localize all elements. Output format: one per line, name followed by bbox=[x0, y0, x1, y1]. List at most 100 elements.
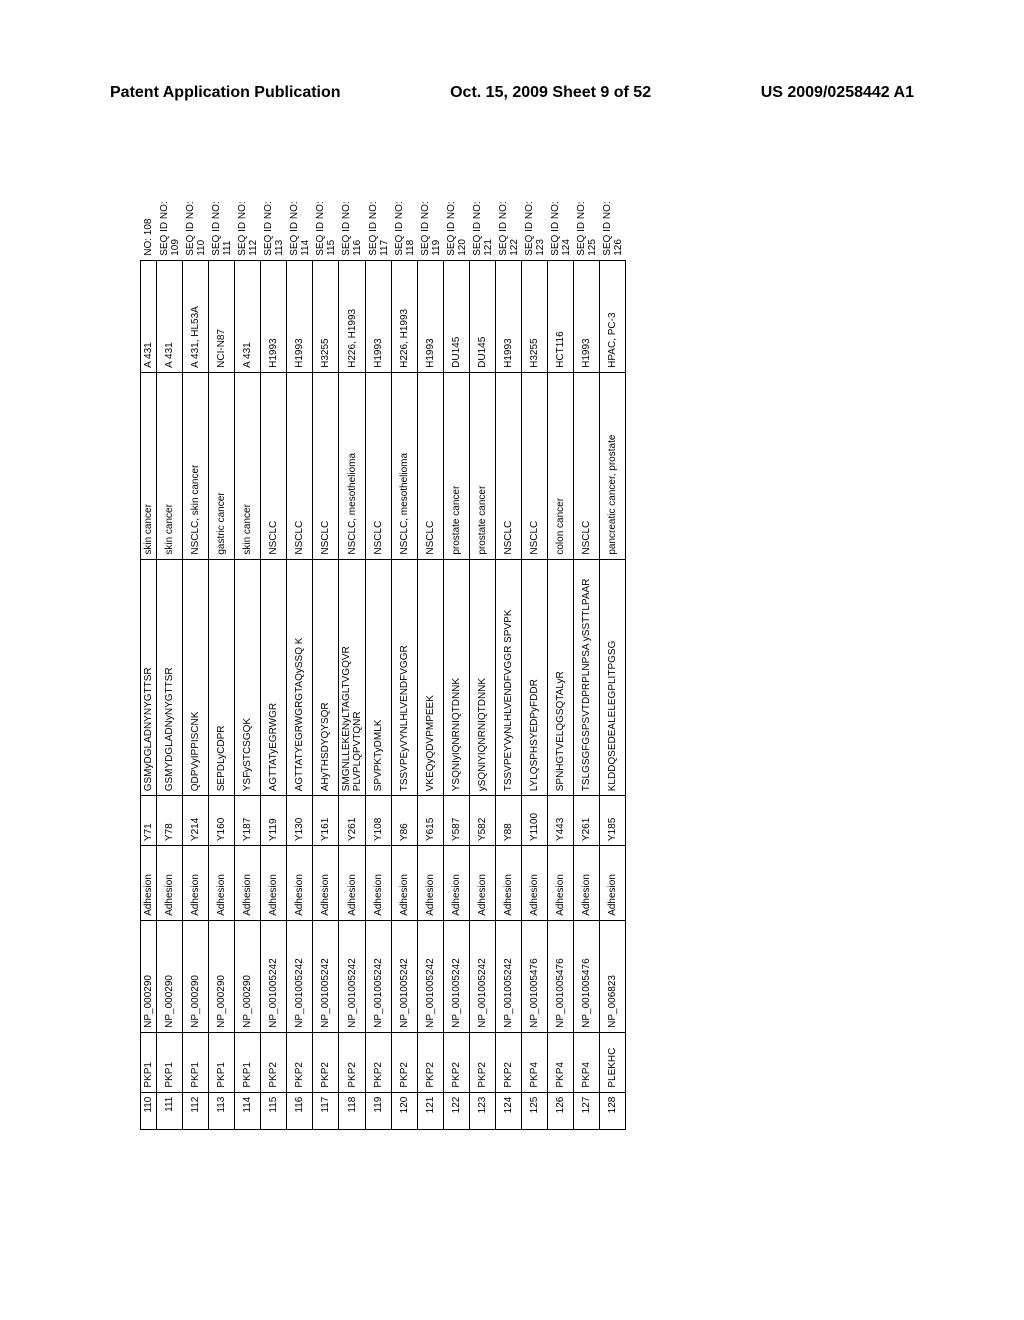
table-cell: VKEQyQDVPMPEEK bbox=[418, 559, 444, 796]
table-cell: Adhesion bbox=[235, 846, 261, 921]
table-cell: SEQ ID NO: 123 bbox=[522, 191, 548, 261]
data-table: 110PKP1NP_000290AdhesionY71GSMyDGLADNYNY… bbox=[140, 190, 626, 1130]
table-cell: NP_001005476 bbox=[522, 920, 548, 1032]
table-row: 116PKP2NP_001005242AdhesionY130AGTTATYEG… bbox=[287, 191, 313, 1130]
table-cell: 124 bbox=[496, 1092, 522, 1129]
table-cell: H1993 bbox=[287, 260, 313, 372]
table-cell: PKP1 bbox=[209, 1032, 235, 1092]
table-cell: Adhesion bbox=[261, 846, 287, 921]
table-cell: colon cancer bbox=[548, 372, 574, 559]
table-cell: PKP2 bbox=[444, 1032, 470, 1092]
table-cell: PKP2 bbox=[339, 1032, 366, 1092]
table-cell: NP_001005242 bbox=[470, 920, 496, 1032]
table-cell: SEQ ID NO: 113 bbox=[261, 191, 287, 261]
table-cell: SEQ ID NO: 125 bbox=[574, 191, 600, 261]
table-cell: SEQ ID NO: 114 bbox=[287, 191, 313, 261]
table-cell: DU145 bbox=[470, 260, 496, 372]
table-cell: Adhesion bbox=[470, 846, 496, 921]
table-cell: Adhesion bbox=[548, 846, 574, 921]
header-center: Oct. 15, 2009 Sheet 9 of 52 bbox=[450, 84, 651, 102]
table-cell: Adhesion bbox=[157, 846, 183, 921]
table-cell: SEQ ID NO: 117 bbox=[366, 191, 392, 261]
table-cell: YSQNIyIQNRNIQTDNNK bbox=[444, 559, 470, 796]
table-row: 111PKP1NP_000290AdhesionY78GSMYDGLADNyNY… bbox=[157, 191, 183, 1130]
table-cell: Adhesion bbox=[366, 846, 392, 921]
table-cell: NP_000290 bbox=[157, 920, 183, 1032]
table-cell: NSCLC bbox=[574, 372, 600, 559]
table-cell: H1993 bbox=[418, 260, 444, 372]
table-cell: Adhesion bbox=[313, 846, 339, 921]
table-cell: LYLQSPHSYEDPyFDDR bbox=[522, 559, 548, 796]
table-cell: Y71 bbox=[141, 796, 157, 846]
table-cell: prostate cancer bbox=[470, 372, 496, 559]
table-cell: PKP1 bbox=[183, 1032, 209, 1092]
table-cell: NSCLC bbox=[418, 372, 444, 559]
table-cell: Adhesion bbox=[496, 846, 522, 921]
table-cell: Y185 bbox=[600, 796, 626, 846]
table-cell: 120 bbox=[392, 1092, 418, 1129]
table-cell: Adhesion bbox=[209, 846, 235, 921]
table-cell: HCT116 bbox=[548, 260, 574, 372]
table-cell: NP_000290 bbox=[235, 920, 261, 1032]
table-cell: H226, H1993 bbox=[392, 260, 418, 372]
table-cell: Y261 bbox=[574, 796, 600, 846]
table-cell: Y108 bbox=[366, 796, 392, 846]
table-cell: TSSVPEYVyNLHLVENDFVGGR SPVPK bbox=[496, 559, 522, 796]
table-cell: pancreatic cancer, prostate bbox=[600, 372, 626, 559]
table-row: 114PKP1NP_000290AdhesionY187YSFySTCSGQKs… bbox=[235, 191, 261, 1130]
table-cell: 117 bbox=[313, 1092, 339, 1129]
table-cell: DU145 bbox=[444, 260, 470, 372]
table-cell: SEQ ID NO: 111 bbox=[209, 191, 235, 261]
table-row: 125PKP4NP_001005476AdhesionY1100LYLQSPHS… bbox=[522, 191, 548, 1130]
table-cell: Y86 bbox=[392, 796, 418, 846]
table-cell: PKP4 bbox=[548, 1032, 574, 1092]
table-cell: SMGNLLEKENyLTAGLTVGQVR PLVPLQPVTQNR bbox=[339, 559, 366, 796]
table-cell: Adhesion bbox=[444, 846, 470, 921]
table-cell: 112 bbox=[183, 1092, 209, 1129]
table-row: 115PKP2NP_001005242AdhesionY119AGTTATyEG… bbox=[261, 191, 287, 1130]
table-cell: NCI-N87 bbox=[209, 260, 235, 372]
table-cell: 125 bbox=[522, 1092, 548, 1129]
table-cell: Y119 bbox=[261, 796, 287, 846]
table-cell: H226, H1993 bbox=[339, 260, 366, 372]
table-cell: NP_001005242 bbox=[261, 920, 287, 1032]
table-cell: Y161 bbox=[313, 796, 339, 846]
table-cell: SEQ ID NO: 118 bbox=[392, 191, 418, 261]
table-cell: 122 bbox=[444, 1092, 470, 1129]
table-cell: ySQNIYIQNRNIQTDNNK bbox=[470, 559, 496, 796]
table-cell: Y443 bbox=[548, 796, 574, 846]
table-row: 119PKP2NP_001005242AdhesionY108SPVPKTyDM… bbox=[366, 191, 392, 1130]
table-cell: SEQ ID NO: 122 bbox=[496, 191, 522, 261]
table-cell: H1993 bbox=[261, 260, 287, 372]
table-row: 110PKP1NP_000290AdhesionY71GSMyDGLADNYNY… bbox=[141, 191, 157, 1130]
page-header: Patent Application Publication Oct. 15, … bbox=[0, 84, 1024, 102]
table-cell: PKP2 bbox=[392, 1032, 418, 1092]
table-cell: NP_001005242 bbox=[313, 920, 339, 1032]
table-cell: TSLGSGFGSPSVTDPRPLNPSA ySSTTLPAAR bbox=[574, 559, 600, 796]
table-cell: Y1100 bbox=[522, 796, 548, 846]
table-cell: skin cancer bbox=[157, 372, 183, 559]
table-cell: NSCLC, mesothelioma bbox=[339, 372, 366, 559]
table-cell: PKP2 bbox=[366, 1032, 392, 1092]
table-cell: Adhesion bbox=[287, 846, 313, 921]
table-cell: Y582 bbox=[470, 796, 496, 846]
table-cell: NP_000290 bbox=[209, 920, 235, 1032]
table-cell: GSMYDGLADNyNYGTTSR bbox=[157, 559, 183, 796]
table-cell: SEQ ID NO: 110 bbox=[183, 191, 209, 261]
table-cell: NSCLC bbox=[287, 372, 313, 559]
table-cell: Adhesion bbox=[418, 846, 444, 921]
table-row: 127PKP4NP_001005476AdhesionY261TSLGSGFGS… bbox=[574, 191, 600, 1130]
table-cell: 119 bbox=[366, 1092, 392, 1129]
table-row: 117PKP2NP_001005242AdhesionY161AHyTHSDYQ… bbox=[313, 191, 339, 1130]
table-cell: H3255 bbox=[313, 260, 339, 372]
table-cell: PKP4 bbox=[574, 1032, 600, 1092]
table-cell: GSMyDGLADNYNYGTTSR bbox=[141, 559, 157, 796]
table-cell: NP_001005242 bbox=[444, 920, 470, 1032]
rotated-table-container: 110PKP1NP_000290AdhesionY71GSMyDGLADNYNY… bbox=[140, 190, 626, 1130]
table-cell: AHyTHSDYQYSQR bbox=[313, 559, 339, 796]
table-cell: Y214 bbox=[183, 796, 209, 846]
table-cell: Adhesion bbox=[574, 846, 600, 921]
table-cell: NSCLC bbox=[522, 372, 548, 559]
table-cell: NP_001005476 bbox=[548, 920, 574, 1032]
header-left: Patent Application Publication bbox=[110, 84, 341, 102]
